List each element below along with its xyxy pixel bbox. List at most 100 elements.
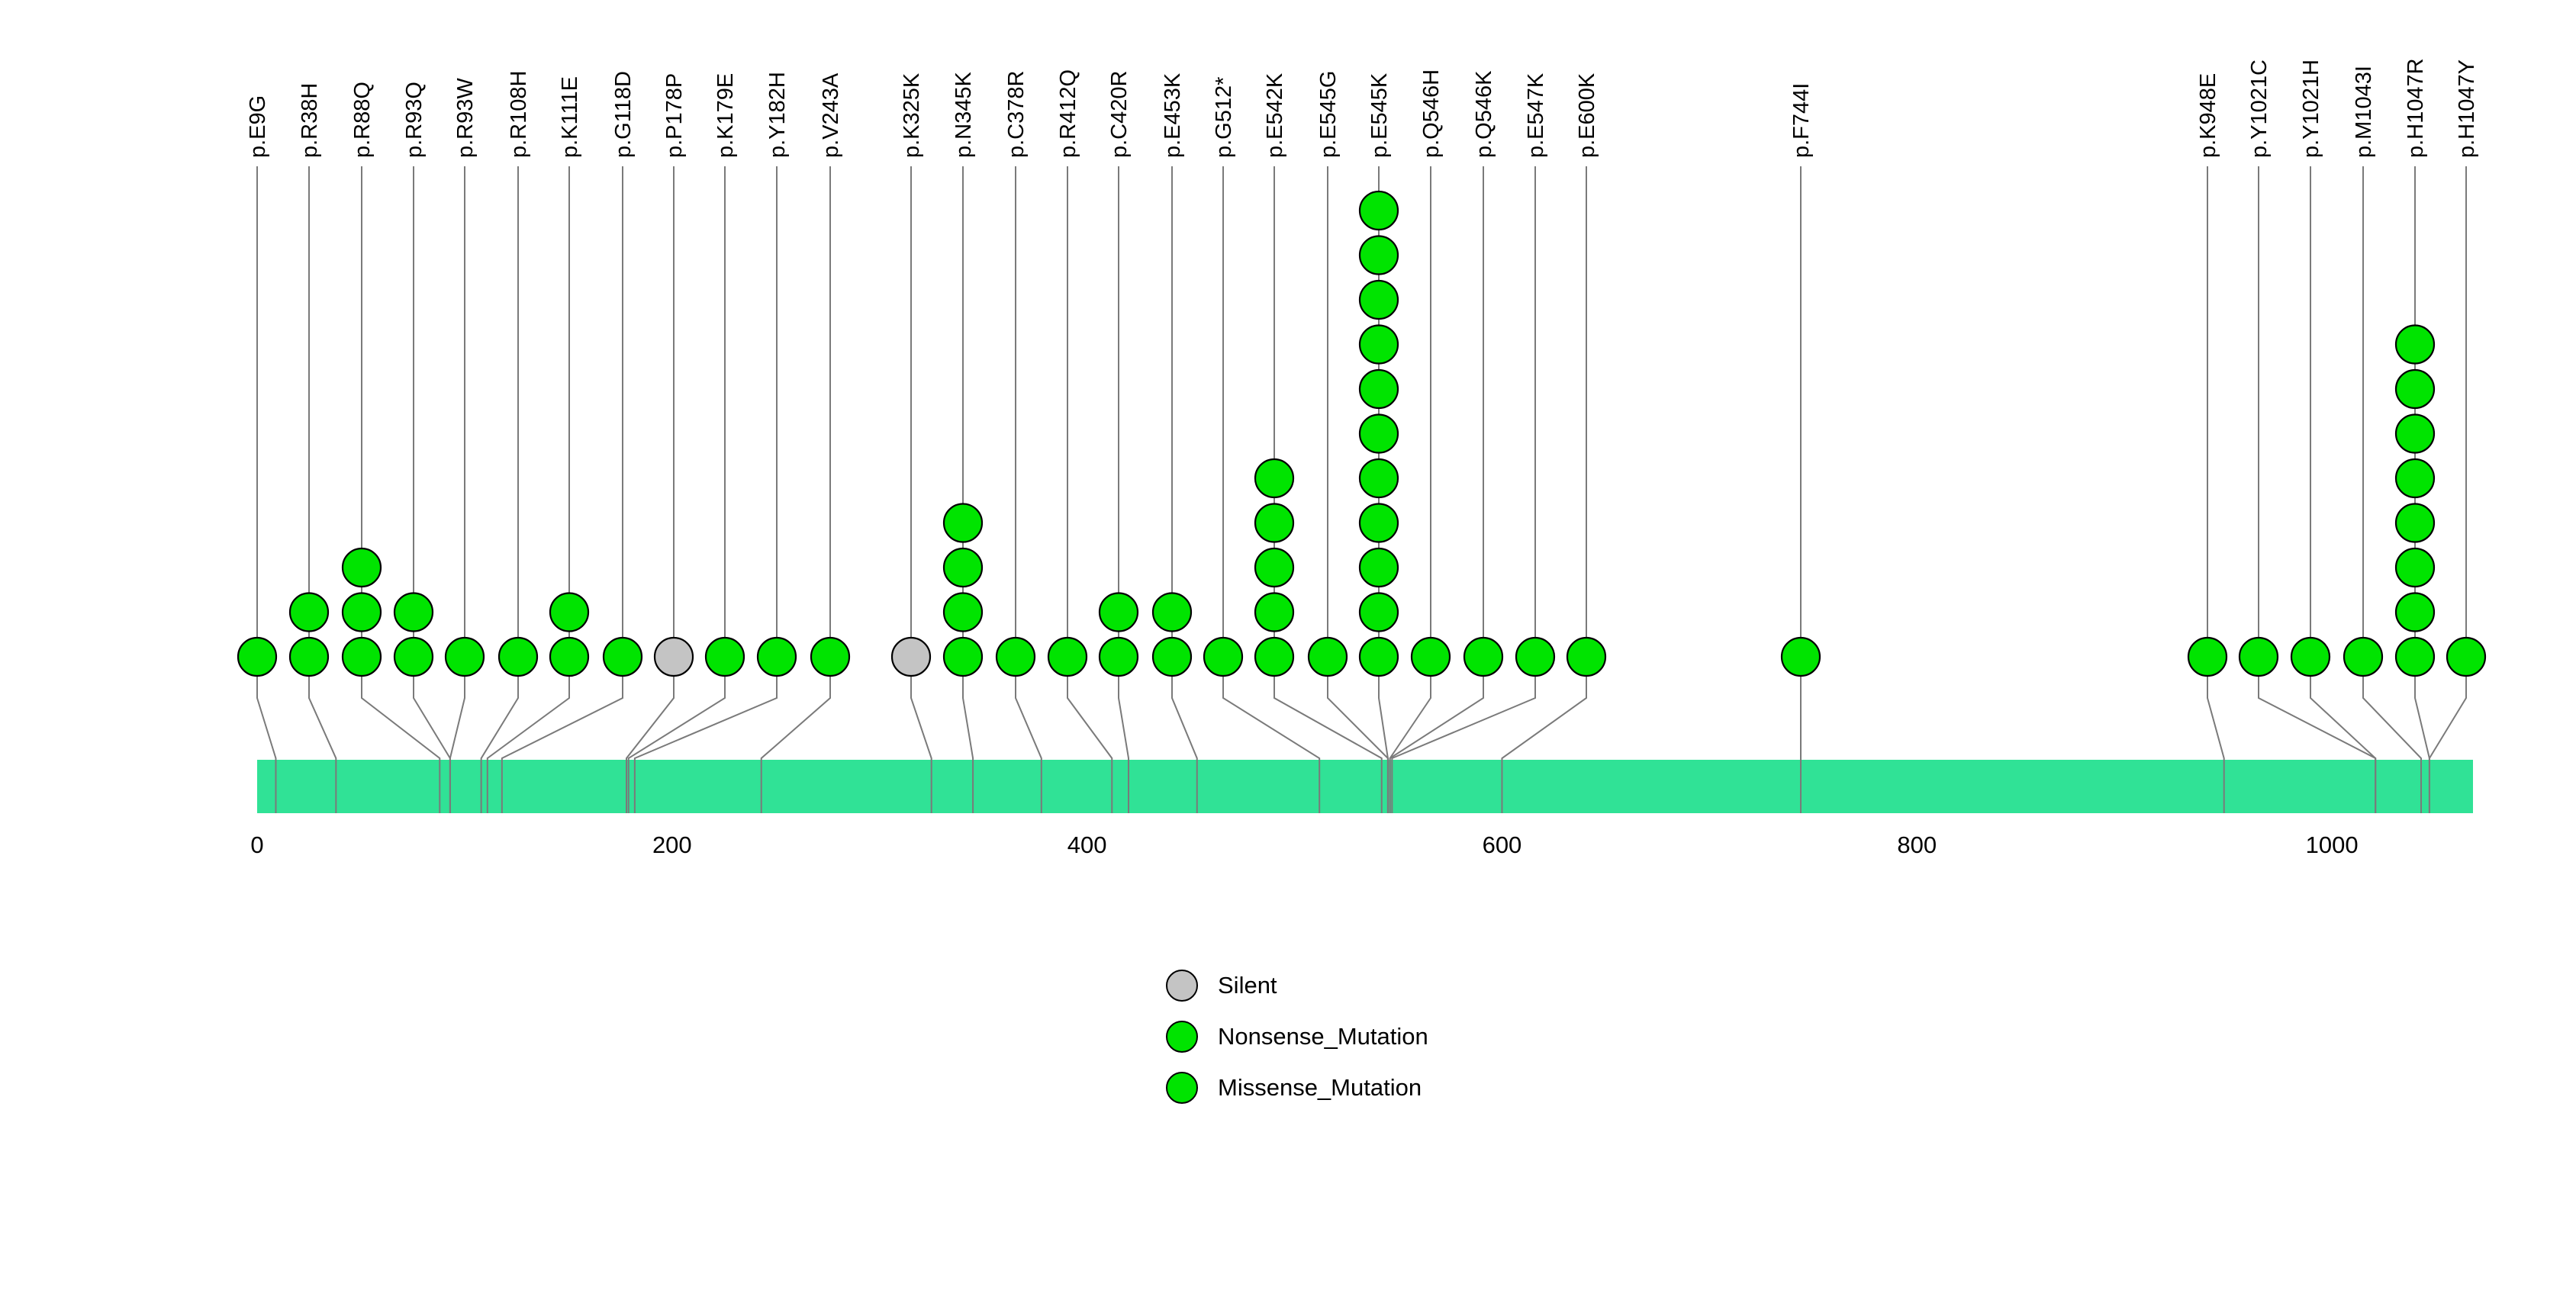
- lollipop-circle: [2396, 370, 2434, 408]
- mutation-label: p.H1047R: [2404, 58, 2428, 158]
- lollipop-circle: [1412, 638, 1450, 676]
- lollipop-circle: [655, 638, 693, 676]
- lollipop-circle: [2396, 415, 2434, 453]
- mutation-label: p.P178P: [662, 73, 687, 158]
- lollipop-circle: [499, 638, 537, 676]
- legend-item-nonsense-mutation: Nonsense_Mutation: [1166, 1019, 1428, 1054]
- axis-tick-label: 1000: [2306, 831, 2359, 858]
- mutation-label: p.Q546K: [1472, 70, 1496, 158]
- lollipop-circle: [2291, 638, 2330, 676]
- mutation-label: p.E542K: [1263, 72, 1287, 158]
- mutation-label: p.E547K: [1524, 72, 1548, 158]
- lollipop-circle: [1360, 281, 1398, 319]
- legend-label: Missense_Mutation: [1218, 1074, 1422, 1102]
- lollipop-circle: [550, 638, 588, 676]
- axis-tick-label: 200: [652, 831, 692, 858]
- lollipop-circle: [290, 593, 328, 632]
- mutation-label: p.C378R: [1004, 71, 1029, 158]
- lollipop-circle: [2240, 638, 2278, 676]
- lollipop-circle: [1516, 638, 1554, 676]
- lollipop-circle: [1255, 593, 1293, 632]
- lollipop-circle: [1360, 548, 1398, 587]
- lollipop-circle: [1360, 459, 1398, 497]
- lollipop-circle: [1360, 191, 1398, 230]
- lollipop-circle: [1100, 593, 1138, 632]
- mutation-label: p.M1043I: [2352, 66, 2376, 158]
- mutation-label: p.N345K: [952, 71, 976, 158]
- lollipop-circle: [2396, 548, 2434, 587]
- lollipop-circle: [811, 638, 849, 676]
- legend-item-missense-mutation: Missense_Mutation: [1166, 1070, 1428, 1105]
- lollipop-circle: [758, 638, 796, 676]
- mutation-label: p.E9G: [246, 95, 270, 158]
- lollipop-circle: [394, 593, 433, 632]
- axis-tick-label: 400: [1067, 831, 1107, 858]
- lollipop-circle: [2396, 459, 2434, 497]
- lollipop-circle: [1255, 504, 1293, 542]
- lollipop-circle: [550, 593, 588, 632]
- legend-label: Nonsense_Mutation: [1218, 1023, 1428, 1050]
- lollipop-circle: [1360, 638, 1398, 676]
- axis-tick-label: 800: [1897, 831, 1937, 858]
- mutation-label: p.R88Q: [350, 82, 375, 158]
- lollipop-circle: [238, 638, 276, 676]
- lollipop-circle: [1360, 326, 1398, 364]
- mutation-label: p.E545K: [1367, 72, 1392, 158]
- lollipop-circle: [892, 638, 930, 676]
- mutation-label: p.G118D: [611, 71, 636, 158]
- lollipop-circle: [2396, 504, 2434, 542]
- axis-tick-label: 600: [1483, 831, 1522, 858]
- lollipop-circle: [2396, 593, 2434, 632]
- lollipop-circle: [1360, 504, 1398, 542]
- axis-tick-label: 0: [250, 831, 263, 858]
- lollipop-circle: [343, 593, 381, 632]
- lollipop-circle: [944, 638, 982, 676]
- lollipop-circle: [1048, 638, 1087, 676]
- lollipop-circle: [343, 548, 381, 587]
- lollipop-circle: [446, 638, 484, 676]
- lollipop-circle: [1255, 638, 1293, 676]
- lollipop-circle: [706, 638, 744, 676]
- lollipop-circle: [944, 548, 982, 587]
- lollipop-circle: [1255, 548, 1293, 587]
- mutation-label: p.Q546H: [1419, 69, 1444, 158]
- lollipop-circle: [343, 638, 381, 676]
- mutation-label: p.R93W: [453, 78, 478, 158]
- lollipop-circle: [2188, 638, 2227, 676]
- mutation-label: p.H1047Y: [2455, 60, 2479, 158]
- protein-backbone: [257, 760, 2473, 813]
- legend-label: Silent: [1218, 972, 1277, 999]
- lollipop-circle: [2396, 638, 2434, 676]
- lollipop-circle: [1153, 638, 1191, 676]
- lollipop-circle: [1309, 638, 1347, 676]
- mutation-label: p.K325K: [900, 72, 924, 158]
- mutation-label: p.V243A: [819, 72, 843, 158]
- mutation-label: p.K111E: [558, 76, 582, 158]
- lollipop-circle: [1255, 459, 1293, 497]
- lollipop-circle: [1782, 638, 1820, 676]
- lollipop-circle: [944, 593, 982, 632]
- missense-mutation-legend-swatch-icon: [1166, 1072, 1198, 1104]
- legend-item-silent: Silent: [1166, 968, 1428, 1003]
- lollipop-circle: [1464, 638, 1502, 676]
- lollipop-circle: [1360, 236, 1398, 275]
- mutation-label: p.R38H: [298, 83, 322, 158]
- lollipop-circle: [2344, 638, 2382, 676]
- legend: Silent Nonsense_Mutation Missense_Mutati…: [1166, 968, 1428, 1121]
- lollipop-circle: [1100, 638, 1138, 676]
- lollipop-circle: [2396, 326, 2434, 364]
- lollipop-circle: [997, 638, 1035, 676]
- mutation-label: p.E453K: [1161, 72, 1185, 158]
- mutation-label: p.K948E: [2196, 73, 2220, 158]
- mutation-label: p.R108H: [507, 71, 531, 158]
- lollipop-circle: [1360, 415, 1398, 453]
- lollipop-circle: [1153, 593, 1191, 632]
- mutation-label: p.R93Q: [402, 82, 427, 158]
- silent-legend-swatch-icon: [1166, 970, 1198, 1002]
- mutation-label: p.K179E: [713, 73, 738, 158]
- mutation-label: p.G512*: [1212, 77, 1236, 158]
- mutation-label: p.Y1021H: [2299, 60, 2323, 158]
- mutation-label: p.Y182H: [765, 72, 790, 158]
- mutation-label: p.F744I: [1789, 83, 1814, 158]
- mutation-label: p.R412Q: [1056, 69, 1080, 158]
